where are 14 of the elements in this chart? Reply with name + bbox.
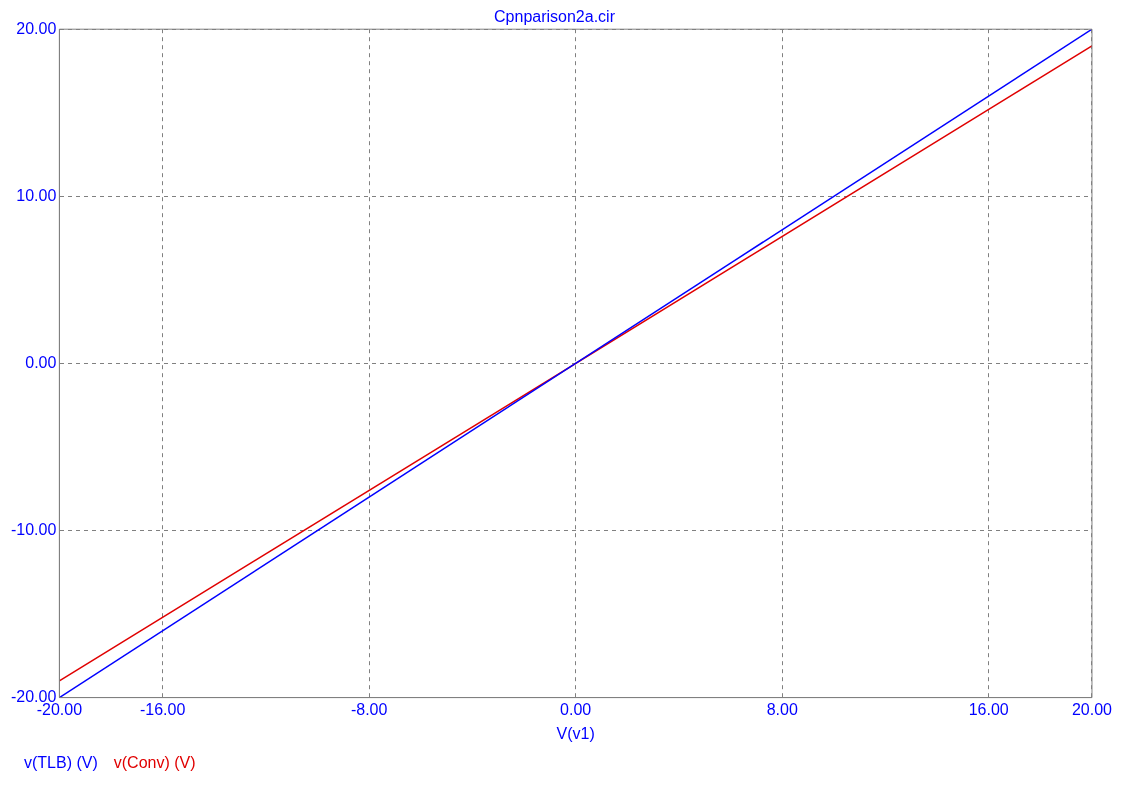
x-axis-title: V(v1): [556, 724, 595, 742]
x-tick-label: 20.00: [1071, 700, 1113, 718]
y-tick-label: 10.00: [16, 186, 57, 204]
y-tick-label: 0.00: [25, 353, 57, 371]
x-tick-label: 8.00: [766, 700, 798, 718]
x-tick-label: 0.00: [560, 700, 592, 718]
y-tick-label: -10.00: [10, 520, 57, 538]
chart-title: Cpnparison2a.cir: [494, 8, 616, 26]
x-tick-label: 16.00: [968, 700, 1009, 718]
x-tick-label: -16.00: [139, 700, 186, 718]
text: v(Conv) (V): [113, 754, 196, 772]
y-tick-label: 20.00: [16, 19, 57, 37]
x-tick-label: -8.00: [350, 700, 388, 718]
text: v(TLB) (V): [24, 754, 98, 772]
